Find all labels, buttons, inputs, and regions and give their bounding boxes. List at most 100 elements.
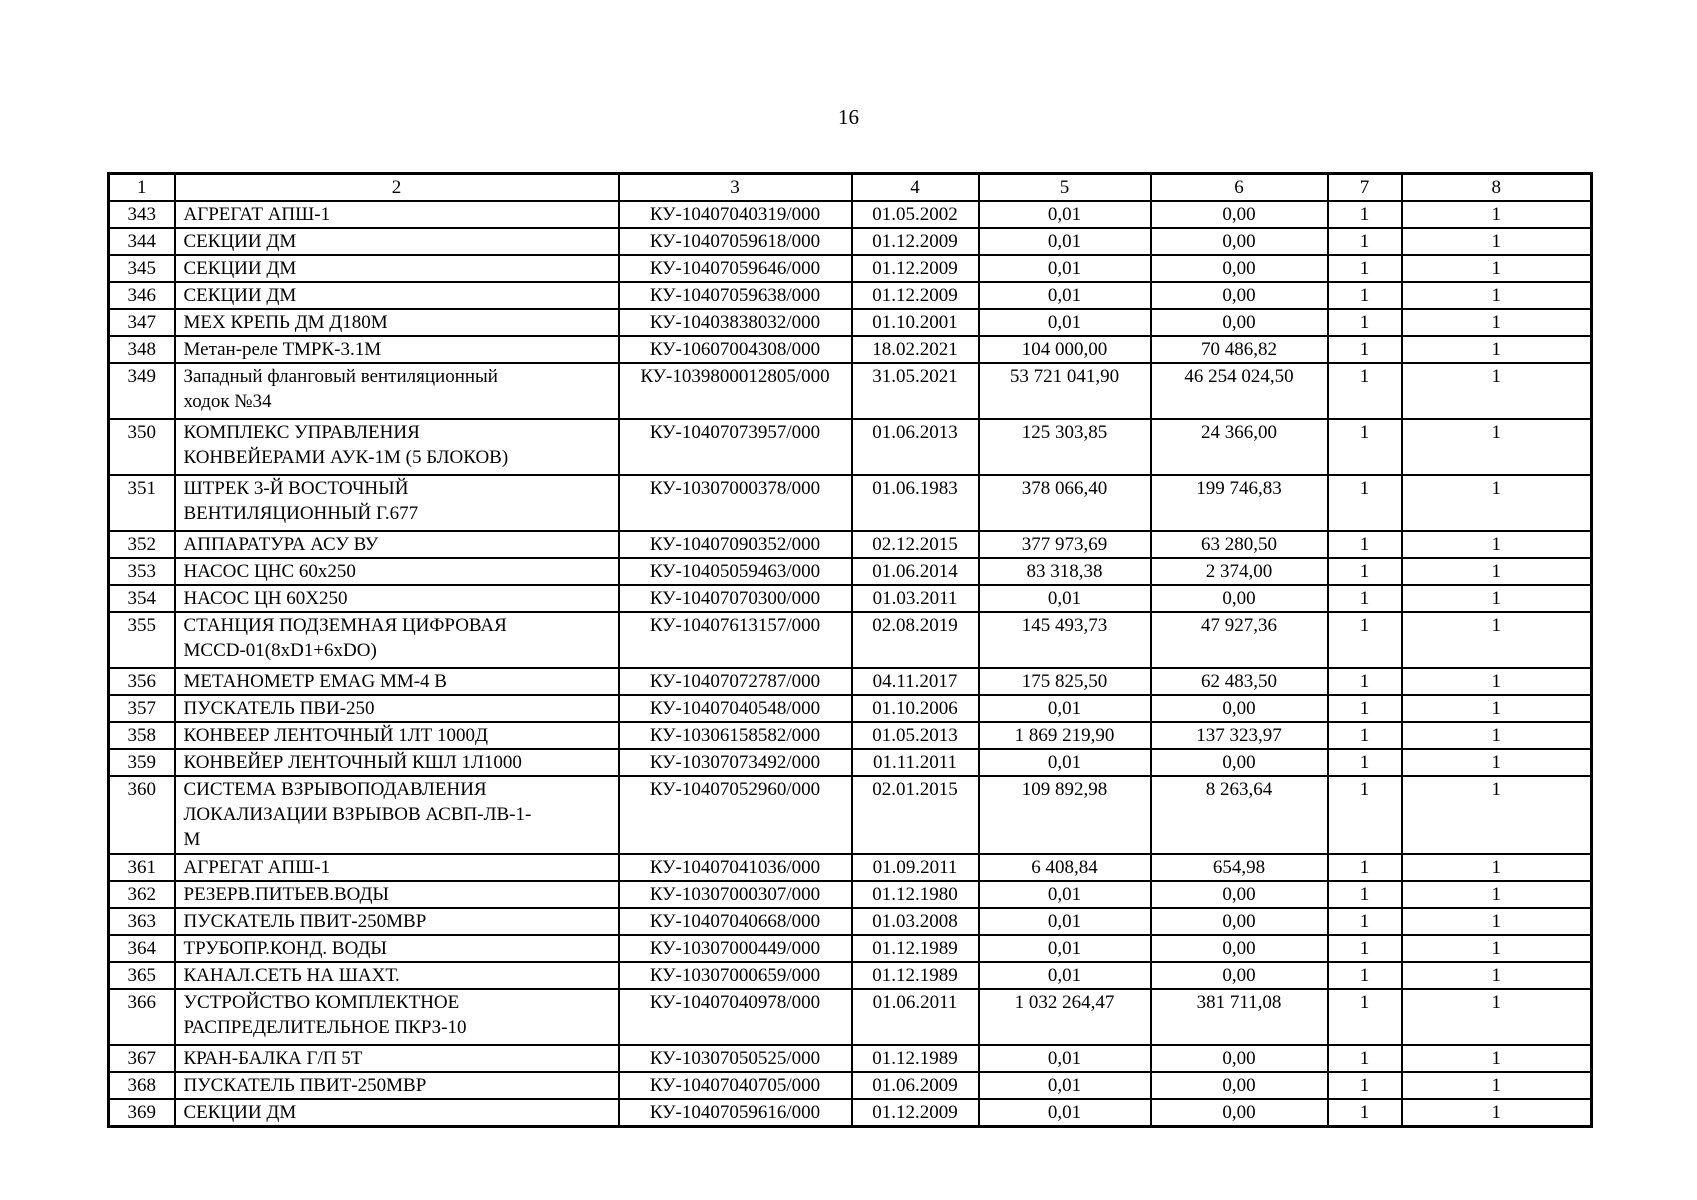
inventory-number-cell: КУ-10407059638/000 bbox=[617, 281, 853, 310]
initial-cost-cell: 0,01 bbox=[977, 254, 1152, 283]
initial-cost-cell: 0,01 bbox=[977, 227, 1152, 256]
residual-value-cell: 0,00 bbox=[1149, 1044, 1329, 1073]
quantity-cell: 1 bbox=[1326, 853, 1403, 882]
residual-value-cell: 24 366,00 bbox=[1149, 418, 1329, 476]
row-number-cell: 361 bbox=[107, 853, 176, 882]
row-number-cell: 344 bbox=[107, 227, 176, 256]
quantity-cell: 1 bbox=[1326, 748, 1403, 777]
initial-cost-cell: 0,01 bbox=[977, 880, 1152, 909]
asset-name-cell: СЕКЦИИ ДМ bbox=[173, 227, 620, 256]
date-cell: 01.12.2009 bbox=[850, 227, 980, 256]
availability-cell: 1 bbox=[1400, 418, 1593, 476]
initial-cost-cell: 378 066,40 bbox=[977, 474, 1152, 532]
inventory-number-cell: КУ-10403838032/000 bbox=[617, 308, 853, 337]
column-header: 1 bbox=[107, 172, 176, 202]
residual-value-cell: 0,00 bbox=[1149, 227, 1329, 256]
asset-name-cell: РЕЗЕРВ.ПИТЬЕВ.ВОДЫ bbox=[173, 880, 620, 909]
inventory-number-cell: КУ-10407613157/000 bbox=[617, 611, 853, 669]
inventory-number-cell: КУ-10407040548/000 bbox=[617, 694, 853, 723]
table-row: 358 КОНВЕЕР ЛЕНТОЧНЫЙ 1ЛТ 1000Д КУ-1030615… bbox=[107, 721, 1593, 750]
date-cell: 01.10.2006 bbox=[850, 694, 980, 723]
residual-value-cell: 0,00 bbox=[1149, 694, 1329, 723]
availability-cell: 1 bbox=[1400, 474, 1593, 532]
residual-value-cell: 381 711,08 bbox=[1149, 988, 1329, 1046]
initial-cost-cell: 145 493,73 bbox=[977, 611, 1152, 669]
asset-name-cell: МЕХ КРЕПЬ ДМ Д180М bbox=[173, 308, 620, 337]
availability-cell: 1 bbox=[1400, 1098, 1593, 1128]
row-number-cell: 348 bbox=[107, 335, 176, 364]
date-cell: 18.02.2021 bbox=[850, 335, 980, 364]
row-number-cell: 349 bbox=[107, 362, 176, 420]
quantity-cell: 1 bbox=[1326, 418, 1403, 476]
asset-name-cell: ШТРЕК 3-Й ВОСТОЧНЫЙ ВЕНТИЛЯЦИОННЫЙ Г.677 bbox=[173, 474, 620, 532]
residual-value-cell: 62 483,50 bbox=[1149, 667, 1329, 696]
availability-cell: 1 bbox=[1400, 530, 1593, 559]
availability-cell: 1 bbox=[1400, 775, 1593, 855]
inventory-number-cell: КУ-10407052960/000 bbox=[617, 775, 853, 855]
quantity-cell: 1 bbox=[1326, 254, 1403, 283]
asset-name-cell: СЕКЦИИ ДМ bbox=[173, 254, 620, 283]
residual-value-cell: 199 746,83 bbox=[1149, 474, 1329, 532]
residual-value-cell: 0,00 bbox=[1149, 1098, 1329, 1128]
availability-cell: 1 bbox=[1400, 335, 1593, 364]
date-cell: 01.06.2011 bbox=[850, 988, 980, 1046]
row-number-cell: 353 bbox=[107, 557, 176, 586]
asset-name-cell: ПУСКАТЕЛЬ ПВИ-250 bbox=[173, 694, 620, 723]
quantity-cell: 1 bbox=[1326, 988, 1403, 1046]
inventory-number-cell: КУ-10407040668/000 bbox=[617, 907, 853, 936]
quantity-cell: 1 bbox=[1326, 694, 1403, 723]
inventory-number-cell: КУ-10407059618/000 bbox=[617, 227, 853, 256]
quantity-cell: 1 bbox=[1326, 721, 1403, 750]
inventory-number-cell: КУ-10307073492/000 bbox=[617, 748, 853, 777]
table-row: 359 КОНВЕЙЕР ЛЕНТОЧНЫЙ КШЛ 1Л1000 КУ-10307… bbox=[107, 748, 1593, 777]
table-row: 356 МЕТАНОМЕТР EMAG MM-4 B КУ-10407072787/… bbox=[107, 667, 1593, 696]
availability-cell: 1 bbox=[1400, 584, 1593, 613]
availability-cell: 1 bbox=[1400, 988, 1593, 1046]
column-header: 5 bbox=[977, 172, 1152, 202]
inventory-number-cell: КУ-10407059616/000 bbox=[617, 1098, 853, 1128]
table-row: 369 СЕКЦИИ ДМ КУ-10407059616/000 01.12.2009… bbox=[107, 1098, 1593, 1128]
initial-cost-cell: 6 408,84 bbox=[977, 853, 1152, 882]
initial-cost-cell: 0,01 bbox=[977, 584, 1152, 613]
row-number-cell: 358 bbox=[107, 721, 176, 750]
table-row: 357 ПУСКАТЕЛЬ ПВИ-250 КУ-10407040548/000 01… bbox=[107, 694, 1593, 723]
quantity-cell: 1 bbox=[1326, 907, 1403, 936]
availability-cell: 1 bbox=[1400, 853, 1593, 882]
asset-name-cell: Метан-реле ТМРК-3.1М bbox=[173, 335, 620, 364]
inventory-number-cell: КУ-10407070300/000 bbox=[617, 584, 853, 613]
quantity-cell: 1 bbox=[1326, 308, 1403, 337]
table-row: 355 СТАНЦИЯ ПОДЗЕМНАЯ ЦИФРОВАЯ MCCD-01(8x… bbox=[107, 611, 1593, 669]
inventory-number-cell: КУ-10407059646/000 bbox=[617, 254, 853, 283]
table-row: 344 СЕКЦИИ ДМ КУ-10407059618/000 01.12.2009… bbox=[107, 227, 1593, 256]
row-number-cell: 359 bbox=[107, 748, 176, 777]
table-row: 362 РЕЗЕРВ.ПИТЬЕВ.ВОДЫ КУ-10307000307/000 0… bbox=[107, 880, 1593, 909]
quantity-cell: 1 bbox=[1326, 1071, 1403, 1100]
asset-name-cell: Западный фланговый вентиляционный ходок … bbox=[173, 362, 620, 420]
page-number: 16 bbox=[838, 105, 859, 129]
inventory-number-cell: КУ-10306158582/000 bbox=[617, 721, 853, 750]
row-number-cell: 365 bbox=[107, 961, 176, 990]
date-cell: 01.11.2011 bbox=[850, 748, 980, 777]
row-number-cell: 347 bbox=[107, 308, 176, 337]
asset-name-cell: СЕКЦИИ ДМ bbox=[173, 281, 620, 310]
inventory-number-cell: КУ-10407073957/000 bbox=[617, 418, 853, 476]
initial-cost-cell: 125 303,85 bbox=[977, 418, 1152, 476]
inventory-number-cell: КУ-10307000307/000 bbox=[617, 880, 853, 909]
table-row: 351 ШТРЕК 3-Й ВОСТОЧНЫЙ ВЕНТИЛЯЦИОННЫЙ Г.… bbox=[107, 474, 1593, 532]
residual-value-cell: 0,00 bbox=[1149, 907, 1329, 936]
quantity-cell: 1 bbox=[1326, 934, 1403, 963]
asset-name-cell: АГРЕГАТ АПШ-1 bbox=[173, 200, 620, 229]
quantity-cell: 1 bbox=[1326, 775, 1403, 855]
row-number-cell: 354 bbox=[107, 584, 176, 613]
quantity-cell: 1 bbox=[1326, 362, 1403, 420]
row-number-cell: 346 bbox=[107, 281, 176, 310]
availability-cell: 1 bbox=[1400, 748, 1593, 777]
date-cell: 01.03.2008 bbox=[850, 907, 980, 936]
initial-cost-cell: 104 000,00 bbox=[977, 335, 1152, 364]
asset-name-cell: КОМПЛЕКС УПРАВЛЕНИЯ КОНВЕЙЕРАМИ АУК-1М (… bbox=[173, 418, 620, 476]
column-header: 6 bbox=[1149, 172, 1329, 202]
column-header: 4 bbox=[850, 172, 980, 202]
inventory-number-cell: КУ-10407040978/000 bbox=[617, 988, 853, 1046]
asset-name-cell: СЕКЦИИ ДМ bbox=[173, 1098, 620, 1128]
asset-name-cell: МЕТАНОМЕТР EMAG MM-4 B bbox=[173, 667, 620, 696]
